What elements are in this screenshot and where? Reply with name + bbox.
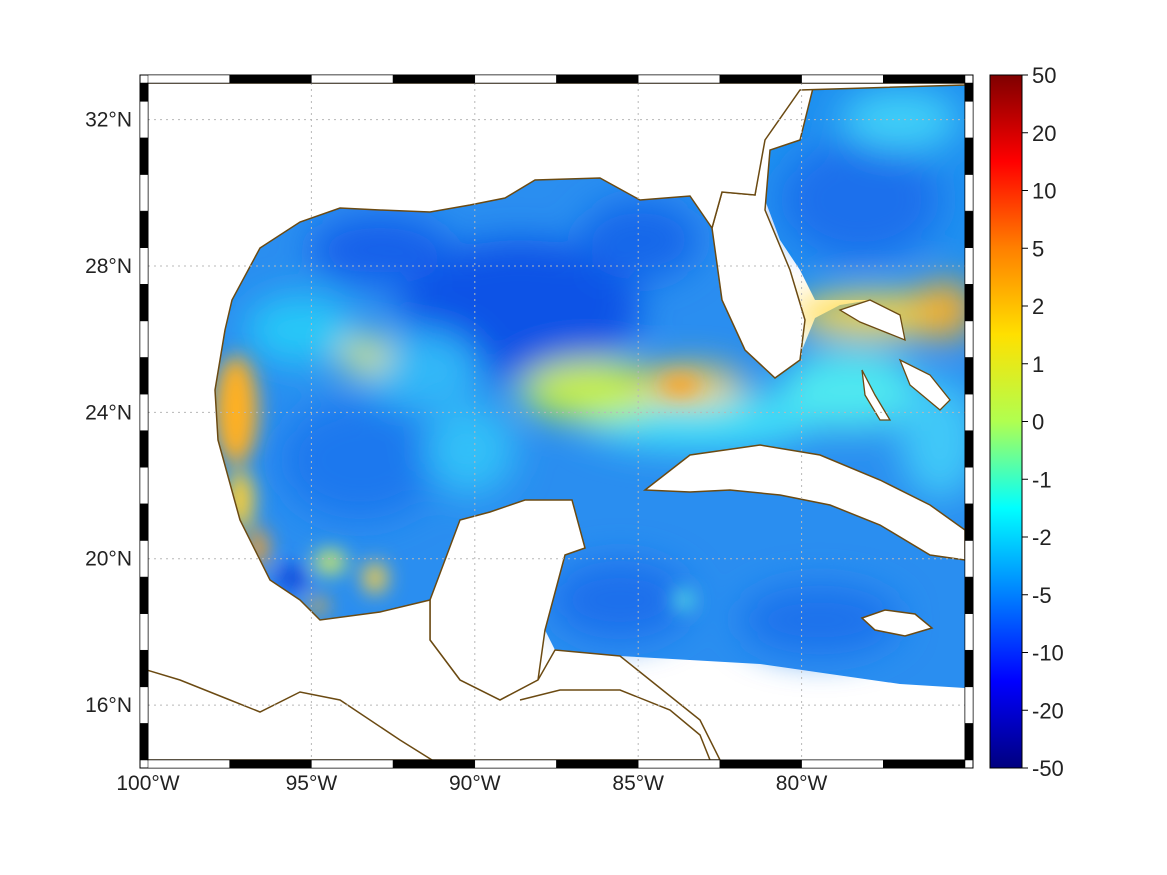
jamaica-land bbox=[860, 609, 934, 637]
border-left-segment bbox=[139, 393, 149, 431]
border-left-segment bbox=[139, 466, 149, 505]
border-right-segment bbox=[964, 82, 974, 102]
border-right-segment bbox=[964, 137, 974, 175]
border-top-segment bbox=[229, 74, 312, 84]
border-right-segment bbox=[964, 357, 974, 395]
colorbar-label: 10 bbox=[1032, 179, 1056, 204]
border-top-segment bbox=[883, 74, 966, 84]
lon-tick-label: 85°W bbox=[612, 772, 664, 795]
border-right-segment bbox=[964, 174, 974, 212]
border-left-segment bbox=[139, 247, 149, 285]
longitude-tick-labels: 100°W 95°W 90°W 85°W 80°W bbox=[116, 772, 827, 795]
border-left-segment bbox=[139, 137, 149, 175]
border-left-segment bbox=[139, 357, 149, 395]
colorbar-label: -5 bbox=[1032, 583, 1052, 608]
border-bottom-segment bbox=[392, 759, 476, 769]
colorbar-label: 2 bbox=[1032, 294, 1044, 319]
border-bottom-segment bbox=[147, 759, 230, 769]
land-masses bbox=[148, 83, 965, 760]
border-left-segment bbox=[139, 503, 149, 541]
border-top-segment bbox=[392, 74, 476, 84]
lon-tick-label: 95°W bbox=[286, 772, 338, 795]
border-left-segment bbox=[139, 210, 149, 248]
map-border-checker bbox=[139, 74, 974, 769]
border-bottom-segment bbox=[883, 759, 966, 769]
border-right-segment bbox=[964, 210, 974, 248]
border-bottom-segment bbox=[801, 759, 884, 769]
lat-tick-label: 24°N bbox=[85, 401, 132, 424]
border-bottom-segment bbox=[719, 759, 802, 769]
border-top-segment bbox=[556, 74, 639, 84]
colorbar-label: 50 bbox=[1032, 63, 1056, 88]
border-left-segment bbox=[139, 540, 149, 578]
honduras-coast bbox=[519, 689, 711, 760]
border-left-segment bbox=[139, 430, 149, 468]
border-right-segment bbox=[964, 393, 974, 431]
lon-tick-label: 90°W bbox=[449, 772, 501, 795]
border-right-segment bbox=[964, 503, 974, 541]
mexico-us-land bbox=[148, 83, 965, 760]
border-right-segment bbox=[964, 101, 974, 139]
border-left-segment bbox=[139, 320, 149, 358]
colorbar-label: 1 bbox=[1032, 352, 1044, 377]
colorbar-label: 5 bbox=[1032, 236, 1044, 261]
grid-lines bbox=[148, 83, 965, 760]
colorbar-label: -20 bbox=[1032, 698, 1064, 723]
colorbar-label: -10 bbox=[1032, 641, 1064, 666]
border-bottom-segment bbox=[556, 759, 639, 769]
colorbar-label: -1 bbox=[1032, 467, 1052, 492]
border-right-segment bbox=[964, 466, 974, 505]
border-left-segment bbox=[139, 723, 149, 761]
bahamas-land bbox=[838, 299, 951, 421]
latitude-tick-labels: 16°N 20°N 24°N 28°N 32°N bbox=[85, 109, 132, 718]
border-top-segment bbox=[719, 74, 802, 84]
cuba-land bbox=[642, 444, 965, 561]
border-right-segment bbox=[964, 686, 974, 724]
border-left-segment bbox=[139, 613, 149, 651]
border-bottom-segment bbox=[311, 759, 394, 769]
border-top-segment bbox=[637, 74, 721, 84]
border-right-segment bbox=[964, 649, 974, 688]
border-bottom-segment bbox=[474, 759, 557, 769]
border-right-segment bbox=[964, 576, 974, 614]
border-left-segment bbox=[139, 649, 149, 688]
border-right-segment bbox=[964, 613, 974, 651]
border-right-segment bbox=[964, 430, 974, 468]
border-right-segment bbox=[964, 723, 974, 761]
border-bottom-segment bbox=[637, 759, 721, 769]
field-features bbox=[245, 90, 965, 655]
lat-tick-label: 20°N bbox=[85, 548, 132, 571]
border-bottom-segment bbox=[229, 759, 312, 769]
border-left-segment bbox=[139, 576, 149, 614]
border-left-segment bbox=[139, 174, 149, 212]
colorbar bbox=[989, 74, 1023, 769]
border-left-segment bbox=[139, 284, 149, 322]
colorbar-label: 20 bbox=[1032, 121, 1056, 146]
ocean-data-field bbox=[214, 85, 965, 688]
lon-tick-label: 100°W bbox=[116, 772, 179, 795]
lat-tick-label: 32°N bbox=[85, 109, 132, 132]
colorbar-label: 0 bbox=[1032, 410, 1044, 435]
border-right-segment bbox=[964, 320, 974, 358]
border-top-segment bbox=[474, 74, 557, 84]
border-top-segment bbox=[147, 74, 230, 84]
central-america-coast bbox=[148, 669, 434, 760]
border-left-segment bbox=[139, 686, 149, 724]
lat-tick-label: 16°N bbox=[85, 694, 132, 717]
border-left-segment bbox=[139, 101, 149, 139]
border-left-segment bbox=[139, 82, 149, 102]
coastal-highs bbox=[214, 355, 700, 614]
lon-tick-label: 80°W bbox=[776, 772, 828, 795]
lat-tick-label: 28°N bbox=[85, 255, 132, 278]
border-right-segment bbox=[964, 540, 974, 578]
border-top-segment bbox=[311, 74, 394, 84]
border-right-segment bbox=[964, 284, 974, 322]
colorbar-label: -50 bbox=[1032, 756, 1064, 781]
colorbar-label: -2 bbox=[1032, 525, 1052, 550]
border-top-segment bbox=[801, 74, 884, 84]
border-right-segment bbox=[964, 247, 974, 285]
